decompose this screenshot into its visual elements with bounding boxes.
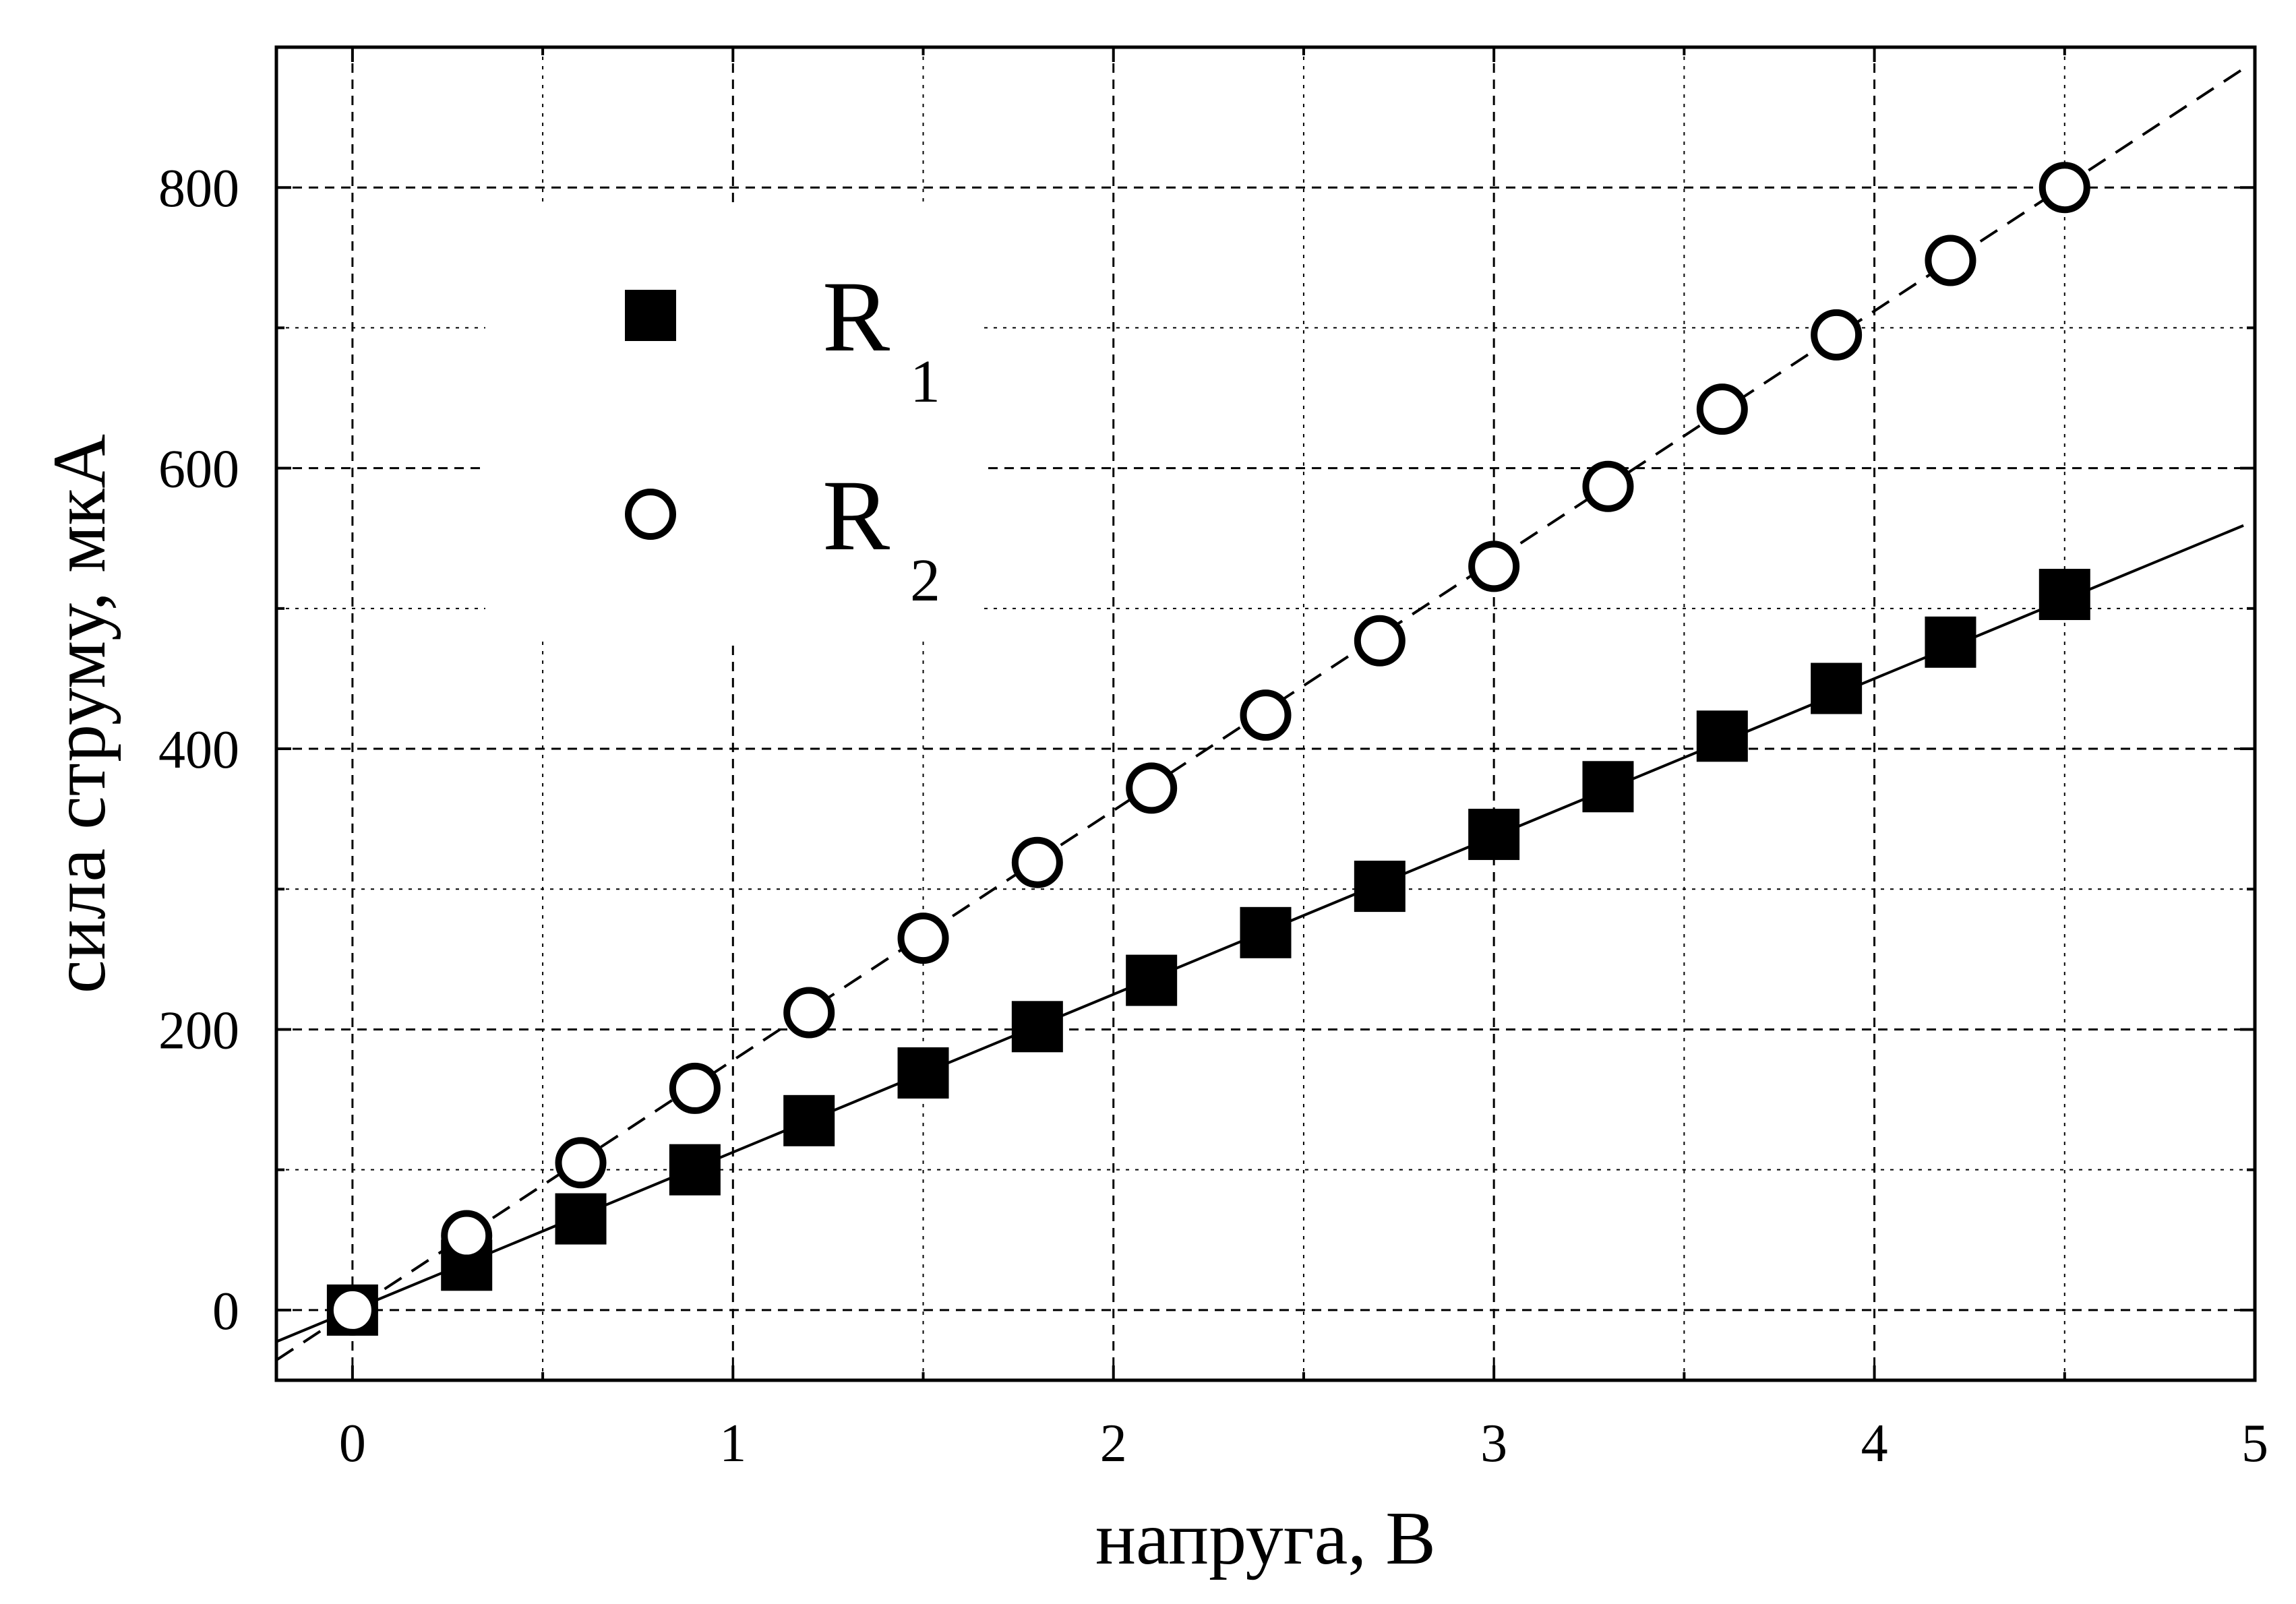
y-tick-label: 800 <box>158 159 239 218</box>
data-point-series-2 <box>1696 383 1748 435</box>
legend-label: R <box>822 261 890 373</box>
data-point-series-1 <box>1468 809 1520 861</box>
data-point-series-1 <box>897 1047 949 1099</box>
x-tick-label: 5 <box>2241 1414 2268 1473</box>
x-tick-label: 4 <box>1861 1414 1888 1473</box>
data-point-series-1 <box>1240 906 1292 958</box>
data-point-series-1 <box>2038 569 2090 621</box>
data-point-series-1 <box>1811 662 1863 714</box>
legend-marker-series-1 <box>625 290 676 341</box>
x-axis-label: напруга, В <box>1095 1497 1436 1580</box>
axes: 0 1 2 3 4 5 0 200 400 600 800 <box>158 45 2268 1473</box>
data-point-series-1 <box>669 1144 721 1196</box>
data-point-series-2 <box>441 1210 493 1262</box>
y-tick-label: 600 <box>158 440 239 499</box>
x-tick-label: 1 <box>719 1414 746 1473</box>
legend-label: R <box>822 460 890 572</box>
x-tick-label: 2 <box>1100 1414 1127 1473</box>
data-point-series-1 <box>555 1193 607 1245</box>
data-point-series-2 <box>326 1284 378 1336</box>
data-point-series-1 <box>1925 616 1976 668</box>
data-point-series-2 <box>1240 689 1292 741</box>
y-tick-label: 0 <box>212 1282 239 1341</box>
data-point-series-2 <box>897 913 949 964</box>
data-point-series-2 <box>1468 541 1520 592</box>
y-tick-label: 400 <box>158 720 239 780</box>
y-tick-label: 200 <box>158 1001 239 1060</box>
data-point-series-2 <box>2038 162 2090 214</box>
data-point-series-2 <box>1925 235 1976 286</box>
data-point-series-1 <box>1011 1001 1063 1053</box>
y-axis-label: сила струму, мкА <box>38 434 121 993</box>
data-point-series-2 <box>1011 836 1063 888</box>
data-point-series-2 <box>783 987 835 1039</box>
data-point-series-1 <box>783 1094 835 1146</box>
data-point-series-2 <box>1126 762 1178 814</box>
data-point-series-2 <box>669 1062 721 1114</box>
data-point-series-2 <box>555 1137 607 1189</box>
data-point-series-1 <box>1126 954 1178 1006</box>
x-tick-label: 0 <box>339 1414 366 1473</box>
legend-label-subscript: 2 <box>910 547 940 614</box>
data-point-series-1 <box>1582 761 1634 813</box>
data-point-series-2 <box>1354 615 1406 667</box>
legend-marker-series-2 <box>625 489 676 540</box>
data-markers <box>326 162 2090 1336</box>
data-point-series-1 <box>1696 710 1748 762</box>
legend-label-subscript: 1 <box>910 348 940 415</box>
plot-frame <box>274 45 2257 1382</box>
x-tick-label: 3 <box>1480 1414 1507 1473</box>
legend-box <box>485 202 984 640</box>
data-point-series-2 <box>1811 309 1863 361</box>
data-point-series-2 <box>1582 460 1634 512</box>
data-point-series-1 <box>1354 861 1406 913</box>
